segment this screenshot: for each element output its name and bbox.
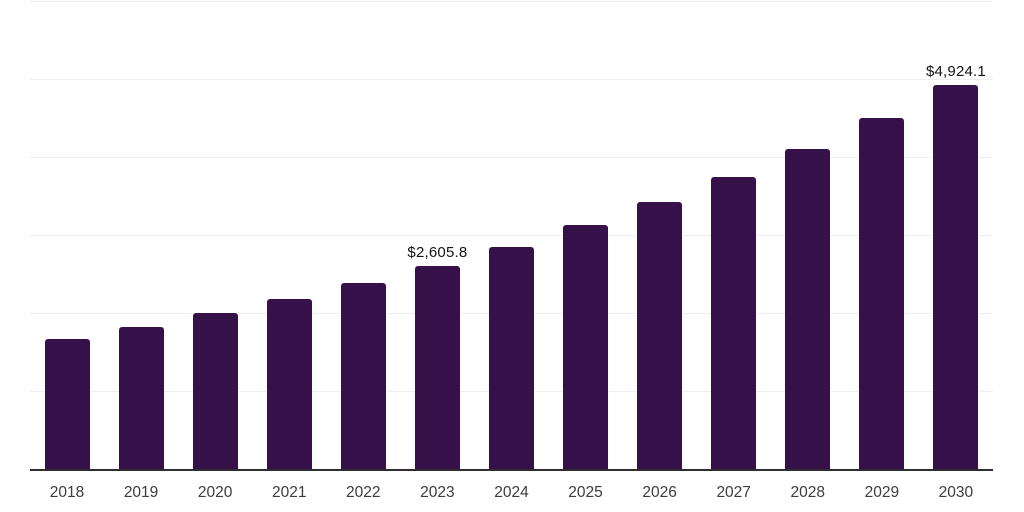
x-tick-label-2028: 2028 [790, 484, 825, 501]
bar-2018 [44, 339, 90, 469]
x-tick-label-2021: 2021 [271, 484, 307, 501]
x-tick-label-2027: 2027 [716, 484, 751, 501]
bar-2028 [785, 149, 831, 469]
x-tick-label-2018: 2018 [49, 484, 85, 501]
bar-value-label-2030: $4,924.1 [925, 63, 986, 80]
bar-2019 [118, 327, 164, 469]
x-tick-label-2029: 2029 [864, 484, 900, 501]
bar-2029 [859, 118, 905, 469]
x-tick-label-2020: 2020 [197, 484, 233, 501]
x-tick-label-2019: 2019 [123, 484, 159, 501]
bar-2024 [489, 247, 534, 469]
plot-area: $2,605.8 $4,924.1 [30, 1, 993, 469]
bar-2026 [637, 202, 683, 469]
x-tick-label-2022: 2022 [346, 484, 381, 501]
bar-2020 [192, 313, 238, 469]
x-tick-label-2025: 2025 [568, 484, 603, 501]
bar-value-label-2023: $2,605.8 [407, 244, 468, 261]
gridline-4000 [30, 157, 993, 158]
x-tick-label-2024: 2024 [494, 484, 529, 501]
bar-2027 [711, 177, 757, 469]
x-tick-label-2023: 2023 [420, 484, 455, 501]
bar-2023 [414, 266, 460, 469]
x-axis-line [30, 469, 993, 471]
bar-2025 [563, 225, 609, 469]
gridline-5000 [30, 79, 993, 80]
bar-2022 [340, 283, 386, 469]
bar-2030 [933, 85, 979, 469]
x-tick-label-2030: 2030 [938, 484, 974, 501]
x-tick-label-2026: 2026 [642, 484, 677, 501]
bar-2021 [266, 299, 312, 469]
gridline-3000 [30, 235, 993, 236]
gridline-6000 [30, 1, 993, 2]
